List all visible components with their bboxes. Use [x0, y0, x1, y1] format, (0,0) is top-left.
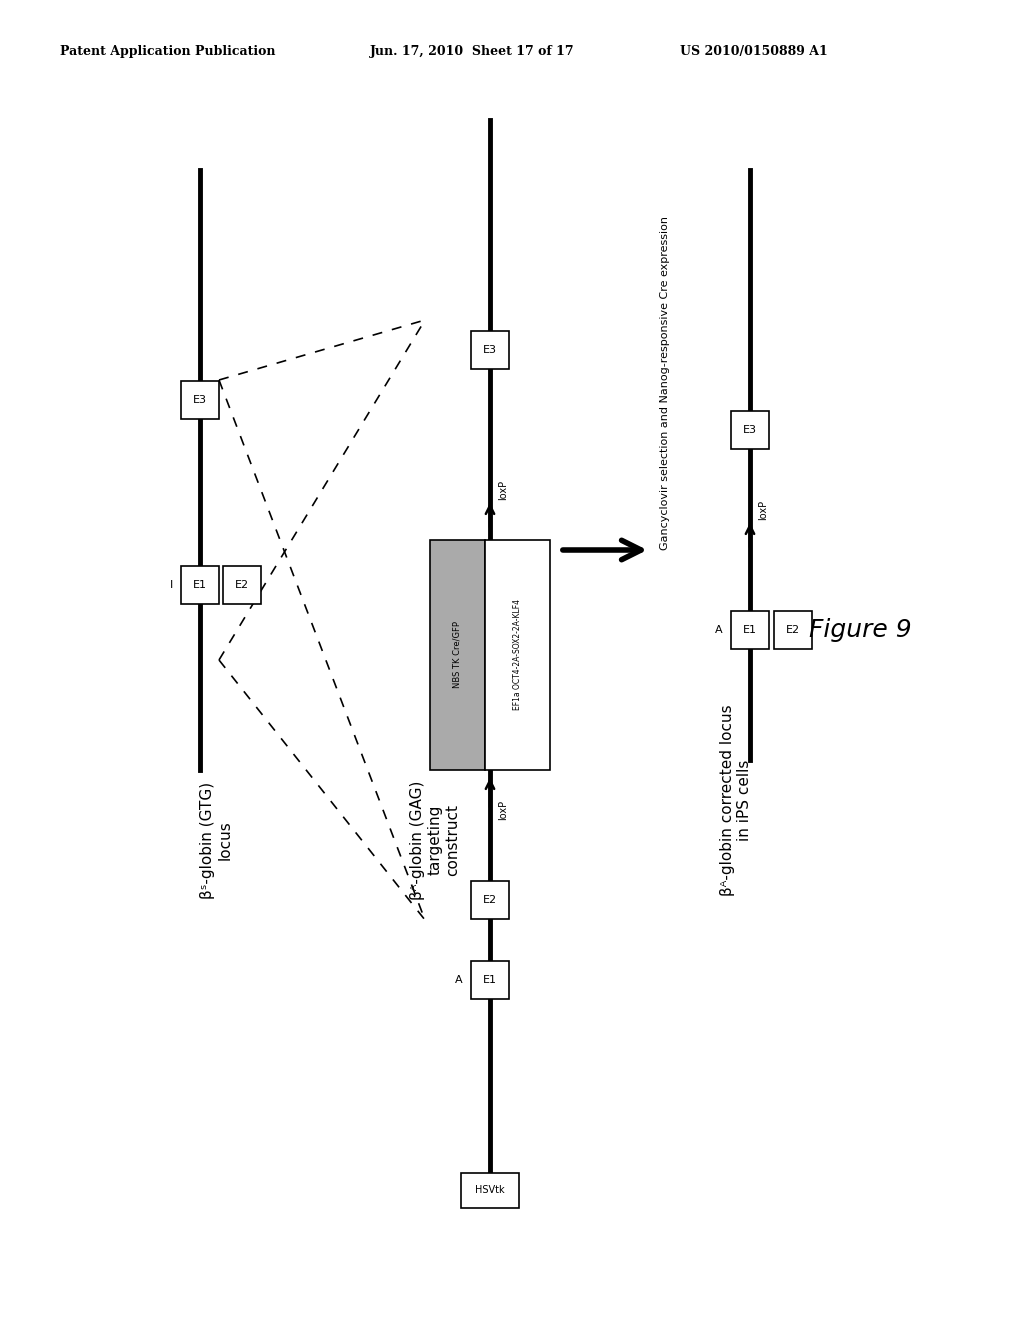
- Text: HSVtk: HSVtk: [475, 1185, 505, 1195]
- Bar: [181, 566, 219, 605]
- Text: US 2010/0150889 A1: US 2010/0150889 A1: [680, 45, 827, 58]
- Text: A: A: [456, 975, 463, 985]
- Bar: [471, 961, 509, 999]
- Text: βˢ-globin (GTG)
locus: βˢ-globin (GTG) locus: [200, 781, 232, 899]
- Bar: [181, 381, 219, 418]
- Text: E3: E3: [193, 395, 207, 405]
- Bar: [461, 1172, 519, 1208]
- Text: NBS TK Cre/GFP: NBS TK Cre/GFP: [453, 622, 462, 689]
- Text: EF1a OCT4-2A-SOX2-2A-KLF4: EF1a OCT4-2A-SOX2-2A-KLF4: [513, 599, 522, 710]
- Text: E3: E3: [743, 425, 757, 436]
- Bar: [471, 880, 509, 919]
- Bar: [471, 331, 509, 370]
- Text: loxP: loxP: [498, 480, 508, 500]
- Text: loxP: loxP: [498, 800, 508, 820]
- Bar: [774, 611, 812, 649]
- Bar: [485, 540, 550, 770]
- Bar: [223, 566, 261, 605]
- Text: βᴬ-globin corrected locus
in iPS cells: βᴬ-globin corrected locus in iPS cells: [720, 704, 753, 896]
- Bar: [731, 611, 769, 649]
- Text: A: A: [716, 624, 723, 635]
- Text: loxP: loxP: [758, 500, 768, 520]
- Text: E1: E1: [483, 975, 497, 985]
- Text: E2: E2: [483, 895, 497, 906]
- Text: E2: E2: [786, 624, 800, 635]
- Bar: [430, 540, 485, 770]
- Text: E1: E1: [193, 579, 207, 590]
- Text: I: I: [170, 579, 173, 590]
- Text: Gancyclovir selection and Nanog-responsive Cre expression: Gancyclovir selection and Nanog-responsi…: [660, 216, 670, 550]
- Text: E2: E2: [234, 579, 249, 590]
- Text: E3: E3: [483, 345, 497, 355]
- Text: βᴬ-globin (GAG)
targeting
construct: βᴬ-globin (GAG) targeting construct: [410, 780, 460, 900]
- Bar: [731, 411, 769, 449]
- Text: Figure 9: Figure 9: [809, 618, 911, 642]
- Text: E1: E1: [743, 624, 757, 635]
- Text: Jun. 17, 2010  Sheet 17 of 17: Jun. 17, 2010 Sheet 17 of 17: [370, 45, 574, 58]
- Text: Patent Application Publication: Patent Application Publication: [60, 45, 275, 58]
